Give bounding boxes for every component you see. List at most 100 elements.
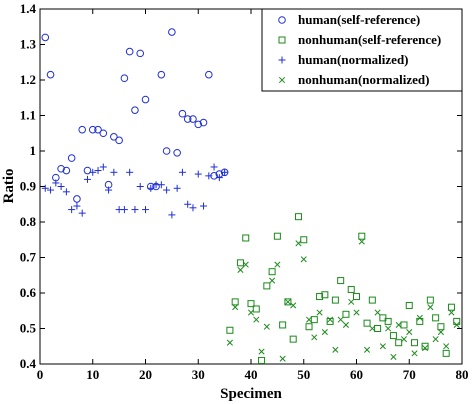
data-point — [337, 316, 344, 323]
data-point — [274, 261, 281, 268]
data-point — [47, 186, 55, 194]
data-point — [178, 168, 186, 176]
data-point — [253, 316, 260, 323]
data-point — [269, 277, 276, 284]
x-tick-label: 70 — [403, 367, 416, 382]
data-point — [295, 240, 302, 247]
y-tick-label: 1.1 — [20, 108, 36, 123]
data-point — [157, 181, 165, 189]
data-point — [120, 74, 129, 83]
x-tick-label: 50 — [297, 367, 310, 382]
data-point — [205, 70, 213, 79]
data-point — [62, 188, 70, 196]
data-point — [168, 211, 176, 219]
data-point — [379, 314, 387, 322]
data-point — [416, 314, 423, 321]
data-point — [279, 355, 286, 362]
data-point — [194, 120, 203, 129]
data-point — [353, 293, 360, 301]
data-point — [342, 321, 350, 329]
data-point — [57, 164, 65, 173]
data-point — [173, 148, 181, 157]
data-point — [421, 342, 429, 350]
data-point — [194, 170, 202, 178]
y-tick-label: 1.2 — [20, 72, 36, 87]
data-point — [443, 343, 450, 350]
data-point — [332, 346, 339, 353]
data-point — [247, 309, 255, 316]
data-point — [300, 236, 308, 244]
data-point — [210, 163, 218, 171]
data-point — [131, 106, 139, 114]
data-point — [178, 109, 187, 118]
data-point — [136, 183, 144, 190]
data-point — [94, 125, 102, 134]
data-point — [99, 163, 107, 171]
data-point — [189, 204, 197, 212]
legend-label: human(self-reference) — [298, 12, 420, 27]
data-point — [427, 304, 434, 311]
data-point — [347, 285, 355, 293]
data-point — [232, 304, 239, 311]
x-tick-label: 0 — [37, 367, 44, 382]
data-point — [78, 125, 86, 134]
x-tick-label: 40 — [245, 367, 258, 382]
data-point — [126, 168, 134, 176]
legend-marker — [278, 76, 286, 84]
data-point — [442, 349, 450, 357]
data-point — [294, 213, 302, 221]
data-point — [168, 28, 176, 36]
legend-label: human(normalized) — [298, 52, 409, 67]
data-point — [200, 202, 208, 210]
data-point — [41, 33, 50, 42]
data-point — [405, 301, 413, 309]
data-point — [321, 291, 329, 299]
data-point — [268, 268, 276, 276]
x-tick-label: 20 — [139, 367, 152, 382]
data-point — [73, 195, 81, 203]
data-point — [284, 298, 291, 305]
legend-marker — [278, 56, 286, 64]
data-point — [147, 184, 155, 192]
legend-box — [261, 8, 463, 92]
data-point — [242, 261, 249, 268]
data-point — [125, 47, 134, 56]
data-point — [68, 206, 76, 214]
data-point — [67, 154, 76, 162]
data-point — [368, 296, 376, 304]
data-point — [226, 339, 233, 346]
legend-marker — [278, 16, 286, 24]
y-tick-label: 1.3 — [20, 37, 37, 52]
data-point — [205, 172, 213, 180]
data-point — [426, 296, 434, 304]
data-point — [400, 321, 408, 329]
data-point — [110, 133, 118, 141]
legend: human(self-reference) nonhuman(self-refer… — [261, 8, 463, 92]
data-point — [358, 238, 365, 245]
data-point — [52, 179, 60, 187]
data-point — [88, 125, 97, 134]
data-point — [316, 293, 324, 301]
y-tick-label: 0.6 — [20, 285, 37, 300]
y-tick-label: 0.8 — [20, 214, 37, 229]
data-point — [273, 232, 281, 240]
data-point — [310, 316, 318, 324]
data-point — [395, 339, 403, 347]
data-point — [57, 183, 65, 190]
data-point — [258, 356, 266, 364]
data-point — [263, 323, 270, 330]
data-point — [437, 323, 445, 331]
data-point — [226, 326, 234, 334]
data-point — [379, 343, 386, 350]
data-point — [447, 303, 455, 311]
data-point — [321, 328, 328, 336]
legend-marker — [278, 36, 286, 44]
data-point — [252, 305, 260, 313]
data-point — [311, 334, 318, 341]
x-tick-label: 60 — [350, 367, 363, 382]
data-point — [369, 325, 376, 332]
data-point — [141, 95, 150, 104]
data-point — [62, 166, 71, 175]
data-point — [73, 202, 81, 210]
data-point — [348, 298, 355, 305]
